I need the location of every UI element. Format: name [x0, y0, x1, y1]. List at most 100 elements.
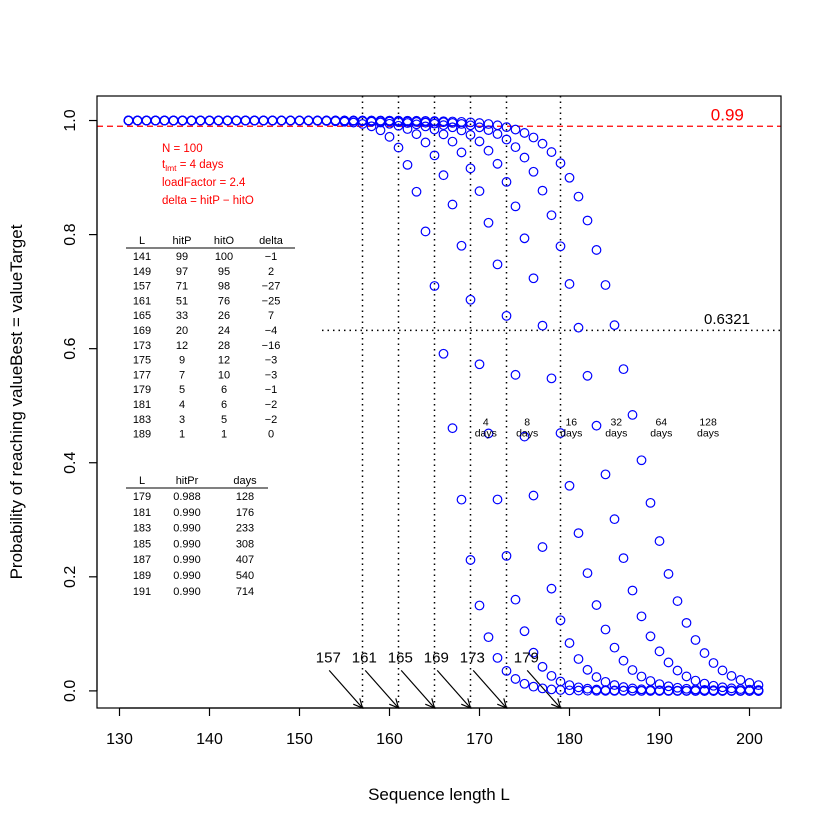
point-series-5 — [708, 680, 719, 691]
x-tick-label: 160 — [376, 731, 403, 748]
point-series-1 — [447, 423, 458, 434]
point-series-2 — [528, 647, 539, 658]
point-series-1 — [384, 131, 395, 142]
table-hit-comparison-row: 183 3 5 −2 — [133, 414, 277, 426]
point-series-6 — [636, 455, 647, 466]
table-hit-comparison-cell: −16 — [262, 340, 281, 352]
table-hit-comparison-cell: −2 — [265, 414, 278, 426]
point-series-4 — [501, 177, 512, 187]
point-series-4 — [600, 624, 611, 635]
table-hit-rate-cell: 0.990 — [173, 507, 201, 519]
point-series-5 — [753, 685, 764, 695]
point-series-2 — [447, 199, 458, 210]
table-hit-rate-cell: 181 — [133, 507, 151, 519]
point-series-4 — [654, 679, 665, 690]
point-series-1 — [465, 555, 476, 565]
point-series-1 — [393, 142, 404, 153]
data-points — [123, 115, 764, 696]
table-hit-comparison-cell: 20 — [176, 325, 188, 337]
vline-label-157: 157 — [316, 649, 341, 666]
point-series-6 — [501, 122, 512, 132]
point-series-4 — [447, 122, 458, 133]
point-series-3 — [528, 490, 539, 501]
table-hit-comparison-cell: 141 — [133, 251, 151, 263]
table-hit-comparison-cell: 51 — [176, 295, 188, 307]
table-hit-comparison-cell: 3 — [179, 414, 185, 426]
table-hit-comparison-cell: 183 — [133, 414, 151, 426]
point-series-1 — [483, 632, 494, 643]
series-label-2-value: 8 — [524, 417, 530, 429]
table-hit-comparison-cell: 26 — [218, 310, 230, 322]
table-hit-comparison-cell: 1 — [179, 429, 185, 441]
table-hit-comparison-cell: 71 — [176, 281, 188, 293]
point-series-3 — [420, 121, 431, 132]
point-series-6 — [735, 675, 746, 685]
point-series-6 — [717, 665, 728, 676]
point-series-6 — [555, 158, 566, 169]
point-series-1 — [474, 600, 485, 611]
point-series-1 — [420, 226, 431, 237]
axes: 130 140 150 160 170 180 190 2000.00.20.40.60.81… — [7, 95, 782, 804]
series-label-5-unit: days — [650, 428, 672, 440]
point-series-5 — [573, 322, 584, 333]
x-tick-label: 200 — [736, 731, 763, 748]
point-series-3 — [510, 369, 521, 380]
point-series-6 — [591, 245, 602, 255]
table-hit-comparison-cell: 98 — [218, 281, 230, 293]
table-hit-rate-cell: 179 — [133, 491, 151, 503]
table-hit-comparison-cell: 95 — [218, 266, 230, 278]
table-hit-rate-cell: 0.990 — [173, 523, 201, 535]
point-series-1 — [519, 678, 530, 689]
table-hit-comparison-row: 165 33 26 7 — [133, 310, 274, 322]
point-series-5 — [546, 210, 557, 221]
table-hit-rate-cell: 308 — [236, 538, 254, 550]
point-series-1 — [492, 652, 503, 663]
table-hit-rate-cell: 183 — [133, 523, 151, 535]
series-label-1-value: 4 — [483, 417, 489, 429]
table-hit-rate-cell: 185 — [133, 538, 151, 550]
arrow-161 — [364, 669, 399, 709]
point-series-1 — [402, 159, 413, 170]
table-hit-rate-cell: 0.990 — [173, 570, 201, 582]
x-tick-label: 180 — [556, 731, 583, 748]
table-hit-comparison-cell: 100 — [215, 251, 233, 263]
point-series-3 — [582, 664, 593, 675]
point-series-4 — [474, 136, 485, 147]
point-series-4 — [528, 273, 539, 284]
y-tick-label: 0.2 — [62, 566, 79, 588]
arrow-169 — [436, 669, 471, 709]
point-series-2 — [564, 680, 575, 691]
point-series-2 — [420, 137, 431, 148]
param-delta: delta = hitP − hitO — [162, 195, 254, 207]
table-hit-comparison-row: 189 1 1 0 — [133, 429, 274, 441]
point-series-5 — [474, 122, 485, 133]
point-series-5 — [681, 671, 692, 682]
table-hit-comparison-cell: 161 — [133, 295, 151, 307]
point-series-6 — [510, 124, 521, 135]
point-series-5 — [627, 585, 638, 596]
table-hit-comparison-cell: 7 — [268, 310, 274, 322]
point-series-5 — [591, 420, 602, 431]
param-tlmt-value: = 4 days — [177, 159, 224, 171]
table-hit-comparison-cell: 6 — [221, 384, 227, 396]
series-label-3-value: 16 — [565, 417, 577, 429]
point-series-2 — [438, 170, 449, 181]
point-series-5 — [537, 185, 548, 196]
point-series-4 — [609, 642, 620, 653]
vline-label-165: 165 — [388, 649, 413, 666]
arrow-165 — [400, 669, 435, 709]
table-hit-comparison-cell: −3 — [265, 369, 278, 381]
table-hit-comparison-row: 173 12 28 −16 — [133, 340, 281, 352]
table-hit-comparison-cell: 4 — [179, 399, 185, 411]
table-hit-rate-row: 183 0.990 233 — [133, 523, 254, 535]
point-series-5 — [636, 611, 647, 622]
point-series-5 — [519, 152, 530, 163]
arrow-179 — [526, 669, 561, 709]
table-hit-comparison-cell: 28 — [218, 340, 230, 352]
point-series-6 — [609, 320, 620, 331]
y-tick-label: 0.0 — [62, 680, 79, 702]
point-series-3 — [474, 186, 485, 197]
